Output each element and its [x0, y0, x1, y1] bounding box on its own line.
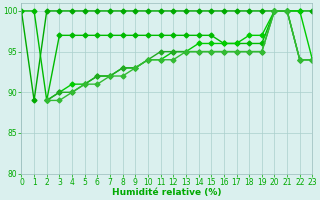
X-axis label: Humidité relative (%): Humidité relative (%)	[112, 188, 222, 197]
